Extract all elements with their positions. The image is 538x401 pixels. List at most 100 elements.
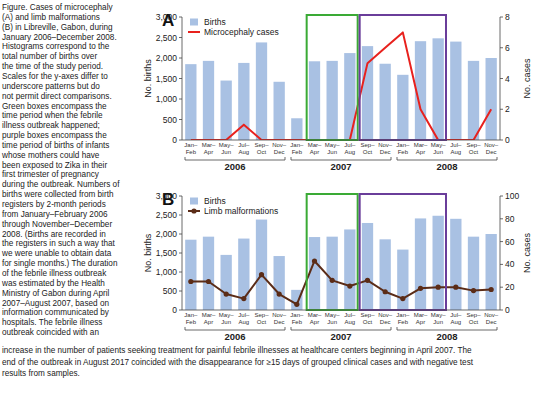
- caption-line: the registers in such a way that: [2, 239, 116, 248]
- bar: [486, 58, 497, 140]
- x-tick-label-part: Jun: [327, 149, 337, 155]
- bar: [450, 42, 461, 140]
- caption-line: hospitals. The febrile illness: [2, 318, 102, 327]
- x-tick-label: Jan–Feb: [396, 142, 410, 155]
- group-bracket: [185, 157, 285, 160]
- caption-line: time period of births of infants: [2, 141, 109, 150]
- x-tick-label-part: Feb: [398, 149, 409, 155]
- bar: [291, 118, 302, 140]
- x-tick-label: Jan–Feb: [184, 142, 198, 155]
- x-tick-label-part: Jul–: [450, 142, 462, 148]
- y-tick-label: 1,500: [156, 74, 178, 84]
- x-tick-label-part: Mar–: [414, 142, 428, 148]
- x-tick-label: Jul–Aug: [450, 312, 462, 325]
- y2-tick-label: 0: [505, 135, 510, 145]
- x-tick-label-part: Oct: [257, 319, 267, 325]
- marker: [453, 285, 458, 290]
- y2-tick-label: 4: [505, 74, 510, 84]
- bar: [309, 61, 320, 140]
- y-axis-label: No. births: [143, 233, 153, 272]
- x-tick-label-part: Jul–: [238, 142, 250, 148]
- x-tick-label-part: Jun: [433, 319, 443, 325]
- x-tick-label: Mar–Apr: [308, 312, 322, 325]
- y-tick-label: 1,000: [156, 94, 178, 104]
- x-tick-label-part: Jan–: [396, 142, 410, 148]
- x-tick-label: Mar–Apr: [308, 142, 322, 155]
- group-label: 2006: [224, 331, 245, 342]
- x-tick-label-part: Sep–: [466, 312, 481, 318]
- y2-tick: [500, 47, 503, 48]
- y2-tick: [500, 264, 503, 265]
- bar: [397, 75, 408, 140]
- x-tick-label: Mar–Apr: [414, 312, 428, 325]
- caption-line: Figure. Cases of microcephaly: [2, 3, 113, 12]
- x-tick-label: Jan–Feb: [184, 312, 198, 325]
- x-tick-label-part: Apr: [204, 319, 213, 325]
- marker: [471, 288, 476, 293]
- y2-axis: [500, 196, 501, 310]
- legend-label: Microcephaly cases: [204, 27, 279, 37]
- y-tick-label: 0: [172, 135, 177, 145]
- x-tick-label: Mar–Apr: [202, 142, 216, 155]
- x-tick-label-part: Oct: [363, 149, 373, 155]
- x-tick-label-part: Apr: [416, 319, 425, 325]
- group-bracket: [185, 327, 285, 330]
- y-axis-label: No. births: [143, 59, 153, 98]
- x-tick-label-part: Nov–: [272, 142, 287, 148]
- x-tick-label-part: Dec: [274, 319, 285, 325]
- y-tick: [179, 58, 182, 59]
- x-tick-label-part: Nov–: [484, 312, 499, 318]
- y-tick: [179, 140, 182, 141]
- x-tick-label: Jan–Feb: [290, 312, 304, 325]
- y2-tick-label: 6: [505, 43, 510, 53]
- y-tick-label: 2,500: [156, 33, 178, 43]
- y2-tick: [500, 218, 503, 219]
- y-tick: [179, 78, 182, 79]
- marker: [241, 296, 246, 301]
- x-tick-label-part: Feb: [186, 149, 197, 155]
- x-tick-label-part: Dec: [380, 319, 391, 325]
- y2-tick-label: 20: [505, 282, 515, 292]
- y2-tick: [500, 17, 503, 18]
- y-tick-label: 2,000: [156, 229, 178, 239]
- group-label: 2007: [330, 161, 351, 172]
- bar: [256, 220, 267, 310]
- marker: [365, 278, 370, 283]
- x-tick-label-part: Jun: [221, 319, 231, 325]
- x-tick-label-part: Sep–: [360, 142, 375, 148]
- bar: [380, 239, 391, 310]
- caption-line: through November–December: [2, 220, 112, 229]
- y-tick: [179, 234, 182, 235]
- y-tick: [179, 37, 182, 38]
- x-axis: [182, 310, 500, 311]
- caption-line: the time of the study period.: [2, 62, 103, 71]
- caption-line: not permit direct comparisons.: [2, 92, 112, 101]
- x-tick-label-part: Apr: [416, 149, 425, 155]
- x-tick-label: May–Jun: [431, 142, 446, 155]
- x-tick-label-part: Mar–: [308, 312, 322, 318]
- bar: [221, 255, 232, 310]
- x-tick-label: May–Jun: [219, 312, 234, 325]
- y-tick: [179, 215, 182, 216]
- x-tick-label-part: Nov–: [378, 312, 393, 318]
- group-bracket: [397, 157, 497, 160]
- x-tick-label-part: Apr: [310, 319, 319, 325]
- bar: [433, 216, 444, 310]
- x-tick-label-part: Mar–: [308, 142, 322, 148]
- plot-area: [185, 216, 497, 310]
- bar: [327, 237, 338, 310]
- caption-line: from January–February 2006: [2, 210, 108, 219]
- group-label: 2007: [330, 331, 351, 342]
- x-tick-label-part: Jan–: [396, 312, 410, 318]
- plot-area: [185, 32, 497, 140]
- y-tick: [179, 196, 182, 197]
- x-tick-label-part: Aug: [450, 319, 461, 325]
- caption-line: time period when the febrile: [2, 111, 103, 120]
- x-tick-label: Jul–Aug: [344, 142, 356, 155]
- x-tick-label-part: Feb: [292, 319, 303, 325]
- caption-line: Histograms correspond to the: [2, 42, 110, 51]
- legend-swatch: [188, 31, 200, 33]
- y-tick: [179, 291, 182, 292]
- highlight-box: [307, 194, 358, 310]
- x-tick-label: Jan–Feb: [396, 312, 410, 325]
